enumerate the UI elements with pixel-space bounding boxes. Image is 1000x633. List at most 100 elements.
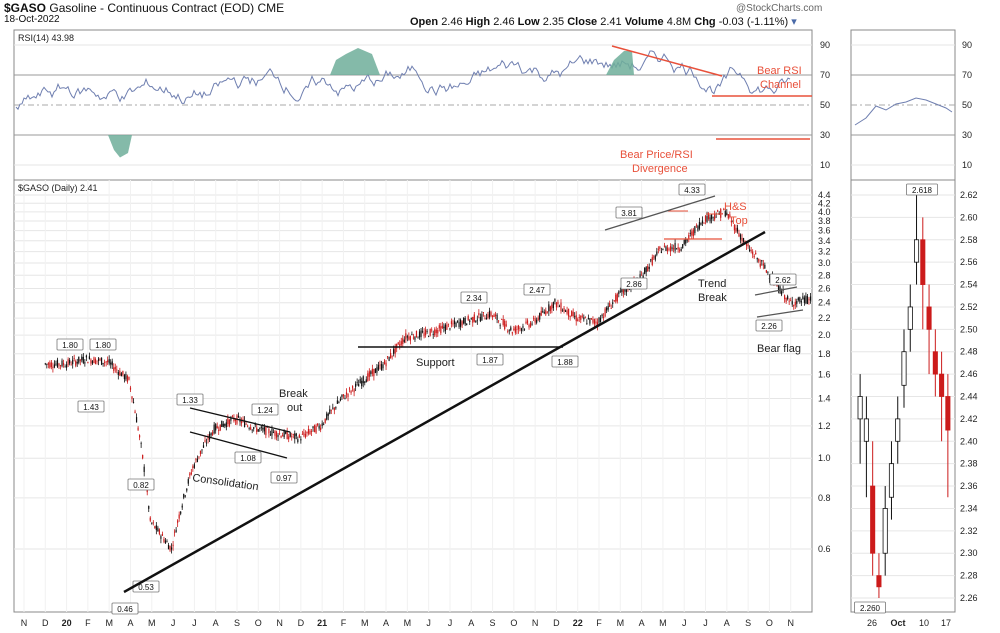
price-candle [160, 536, 162, 539]
price-candle [402, 338, 404, 345]
price-candle [313, 425, 316, 433]
price-candle [409, 336, 411, 341]
price-candle [578, 316, 580, 319]
price-candle [151, 522, 153, 524]
price-tick-label: 1.8 [818, 349, 831, 359]
inset-tick-label: 2.58 [960, 235, 978, 245]
price-candle [218, 429, 220, 431]
inset-tick-label: 2.44 [960, 392, 978, 402]
price-candle [752, 251, 754, 255]
price-candle [472, 317, 474, 323]
price-candle [574, 316, 576, 318]
price-candle [551, 304, 553, 310]
inset-candle [907, 306, 913, 330]
price-candle [158, 529, 160, 535]
x-tick-label: J [171, 618, 176, 628]
price-tag-box [615, 206, 643, 219]
price-panel-label: $GASO (Daily) 2.41 [18, 183, 98, 193]
price-candle [332, 407, 334, 409]
price-candle [602, 316, 605, 318]
inset-candle [926, 306, 932, 330]
price-candle [125, 374, 127, 380]
ticker-symbol: $GASO [4, 1, 47, 15]
price-tag-box [127, 478, 155, 491]
price-candle [426, 330, 428, 332]
price-candle [65, 364, 68, 368]
price-candle [479, 317, 481, 322]
price-candle [564, 310, 567, 312]
price-candle [280, 435, 282, 438]
price-candle [175, 529, 177, 533]
x-tick-label: A [213, 618, 219, 628]
price-candle [647, 266, 649, 272]
price-candle [616, 293, 618, 302]
price-candle [49, 362, 51, 368]
price-candle [793, 304, 795, 307]
price-candle [790, 300, 792, 302]
price-candle [714, 213, 716, 220]
price-candle [444, 324, 446, 332]
inset-rsi-tick-label: 90 [962, 40, 972, 50]
price-candle [514, 326, 516, 333]
price-candle [730, 220, 732, 223]
dropdown-arrow-icon[interactable]: ▾ [791, 16, 797, 28]
price-candle [142, 454, 144, 459]
price-candle [580, 315, 582, 320]
price-candle [326, 413, 328, 420]
price-candle [316, 423, 319, 426]
price-candle [56, 359, 59, 367]
price-candle [799, 297, 801, 302]
price-candle [648, 267, 650, 269]
support-label: Support [416, 357, 455, 369]
price-candle [683, 239, 685, 244]
price-candle [204, 440, 206, 442]
price-candle [599, 317, 602, 323]
hs-label: H&S [724, 201, 747, 213]
price-candle [99, 358, 101, 360]
price-candle [755, 252, 757, 255]
price-candle [367, 373, 369, 381]
price-candle [566, 310, 568, 314]
price-candle [388, 356, 390, 361]
inset-candle [932, 351, 938, 375]
price-candle [522, 326, 524, 328]
x-tick-label: A [639, 618, 645, 628]
trend-label: Trend [698, 278, 726, 290]
price-candle [148, 506, 150, 509]
price-candle [219, 424, 221, 431]
price-candle [93, 357, 95, 364]
price-candle [202, 445, 205, 448]
price-candle [651, 257, 653, 265]
inset-tick-label: 2.48 [960, 347, 978, 357]
price-candle [403, 339, 405, 342]
price-candle [555, 302, 558, 308]
price-candle [764, 264, 766, 269]
price-candle [788, 300, 790, 302]
price-candle [297, 439, 299, 443]
price-candle [213, 424, 215, 434]
inset-tick-label: 2.52 [960, 302, 978, 312]
inset-tick-label: 2.60 [960, 212, 978, 222]
price-candle [490, 312, 492, 316]
price-candle [198, 456, 200, 458]
price-candle [365, 379, 367, 383]
price-candle [154, 526, 156, 529]
price-candle [353, 389, 355, 393]
price-candle [405, 333, 407, 340]
price-candle [726, 212, 728, 216]
price-candle [345, 392, 348, 395]
price-candle [456, 320, 459, 322]
price-candle [292, 434, 294, 436]
inset-x-tick-label: 17 [941, 618, 951, 628]
price-candle [717, 210, 719, 212]
price-candle [534, 318, 536, 323]
inset-tick-label: 2.46 [960, 369, 978, 379]
price-candle [295, 433, 297, 436]
price-candle [785, 297, 787, 302]
price-candle [242, 419, 244, 421]
price-candle [516, 329, 518, 331]
price-tag-box [176, 393, 204, 406]
price-candle [260, 426, 262, 428]
price-candle [706, 216, 708, 222]
